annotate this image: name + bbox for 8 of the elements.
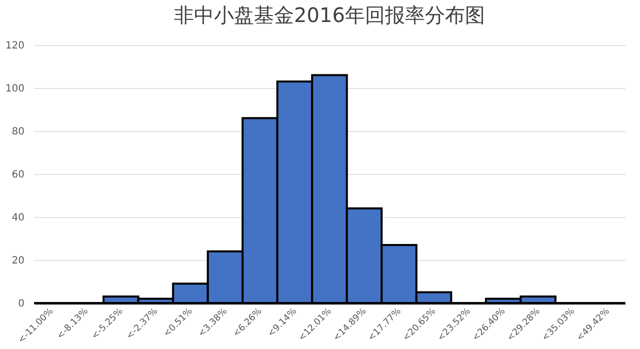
y-tick-label: 120 [5, 40, 24, 52]
y-tick-label: 20 [12, 256, 24, 266]
y-tick-label: 80 [12, 126, 24, 138]
chart-title: 非中小盘基金2016年回报率分布图 [174, 3, 485, 27]
y-tick-label: 40 [12, 212, 24, 224]
y-tick-label: 0 [18, 298, 24, 310]
y-tick-label: 100 [5, 84, 24, 94]
y-tick-label: 60 [12, 170, 24, 180]
